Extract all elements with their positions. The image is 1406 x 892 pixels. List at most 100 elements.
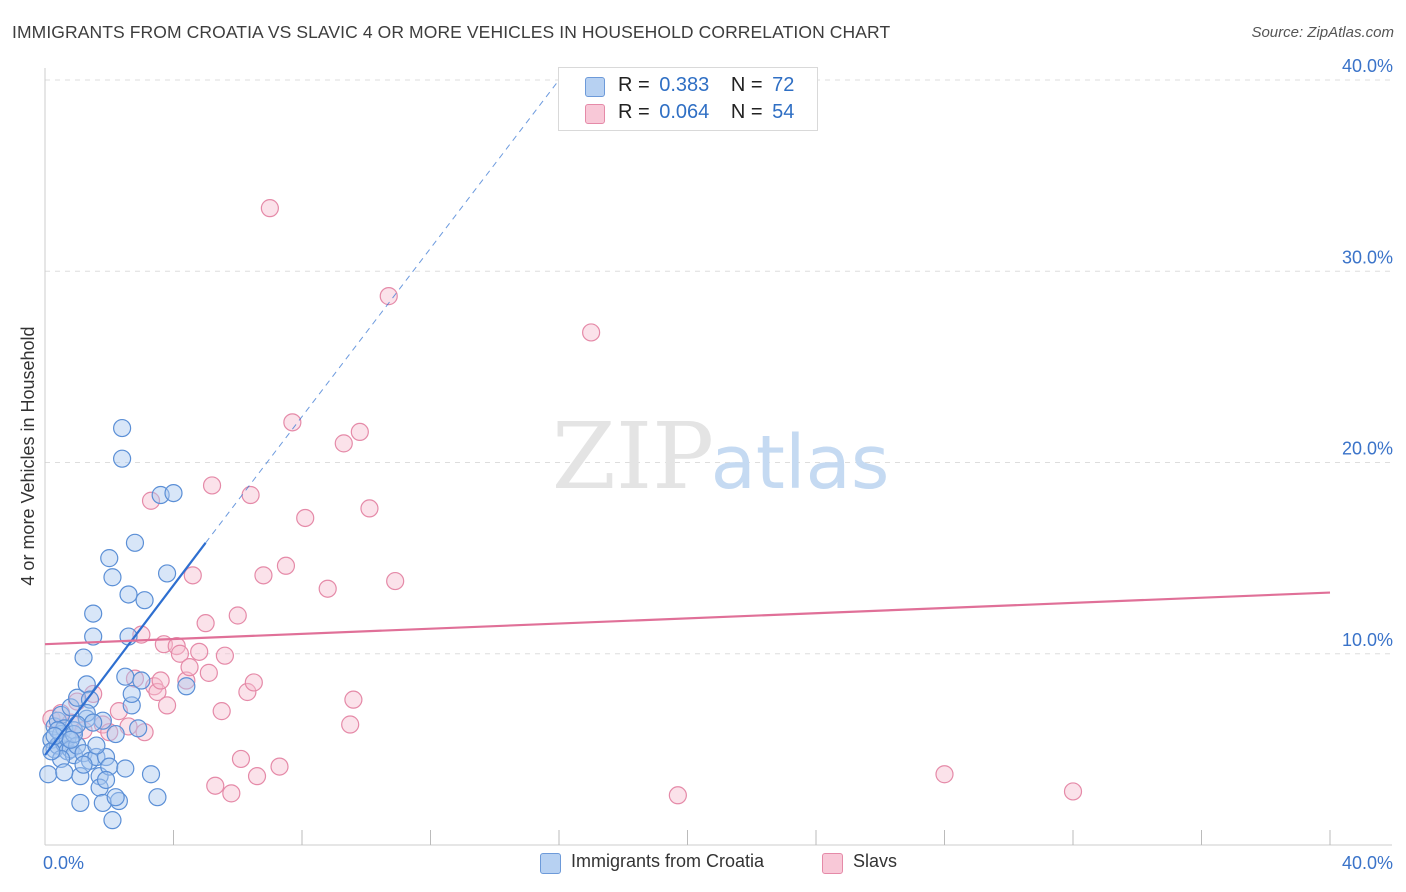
data-point [212,702,231,721]
data-point [135,591,154,610]
data-point [296,508,315,528]
r-label: R = [618,101,650,123]
tick-labels: 10.0% 20.0% 30.0% 40.0% 0.0% 40.0% [43,56,1393,873]
data-point [244,673,263,692]
data-point [177,677,196,696]
data-point [103,568,122,587]
source-credit: Source: ZipAtlas.com [1251,24,1394,41]
data-point [202,476,222,495]
data-point [100,723,119,742]
data-point [71,793,90,813]
data-point [180,658,199,677]
data-point [61,730,80,749]
chart-title: IMMIGRANTS FROM CROATIA VS SLAVIC 4 OR M… [12,22,891,42]
data-point [199,663,218,682]
data-point [177,671,196,690]
data-point [100,549,119,568]
legend-swatch-blue [585,77,605,97]
data-point [64,721,84,740]
data-point [84,713,103,732]
data-point [119,585,138,604]
data-point [241,485,260,505]
n-value: 72 [772,74,795,96]
data-point [45,726,64,746]
legend-swatch-pink [585,104,605,124]
data-point [170,644,190,663]
data-point [42,742,61,761]
data-point [196,614,215,633]
data-point [254,566,273,585]
data-point [106,724,125,744]
data-point [222,784,241,803]
legend-swatch-pink [822,853,843,874]
data-point [129,719,148,738]
data-point [164,484,183,503]
data-point [103,811,122,830]
data-point [379,287,398,306]
trend-lines [44,79,1331,756]
data-point [247,767,267,786]
data-point [125,533,145,552]
data-point [39,765,58,784]
data-point [141,765,161,784]
data-point [51,705,71,725]
data-point [112,418,132,438]
axes [44,68,1392,846]
data-point [668,786,687,805]
y-tick-label: 40.0% [1342,56,1393,76]
data-point [148,788,167,807]
data-point [206,776,225,795]
watermark: ZIP atlas [552,403,890,510]
data-point [61,698,80,717]
data-point [276,556,296,575]
legend-label-croatia: Immigrants from Croatia [571,851,765,871]
data-point [80,690,100,709]
data-point [190,642,209,661]
x-tick-label: 0.0% [43,853,84,873]
trend-extension [205,79,560,544]
trend-line [44,542,207,756]
data-point [360,499,379,518]
data-point [132,671,151,690]
data-point [157,564,177,583]
data-point [350,422,369,441]
data-point [141,491,161,510]
series-croatia-points [39,418,196,830]
data-point [122,684,141,704]
data-point [87,736,106,755]
data-point [582,323,601,342]
y-tick-label: 30.0% [1342,247,1393,267]
data-point [341,715,360,734]
n-label: N = [730,101,763,123]
n-label: N = [730,74,763,96]
data-point [231,749,251,769]
data-point [68,715,87,734]
data-point [116,759,135,778]
series-slavs-points [42,199,1083,805]
data-point [55,763,74,782]
data-point [157,696,177,715]
watermark-atlas: atlas [711,420,890,506]
data-point [344,690,363,709]
correlation-legend: R = 0.383 N = 72 R = 0.064 N = 54 [558,67,818,131]
x-tick-label: 40.0% [1342,853,1393,873]
data-point [318,579,337,598]
data-point [116,667,135,686]
watermark-zip: ZIP [552,403,714,510]
data-point [96,770,116,790]
data-point [386,571,405,591]
data-point [151,671,170,690]
data-point [84,604,103,623]
legend-label-slavs: Slavs [853,851,898,871]
data-point [74,755,93,774]
r-value: 0.064 [659,101,710,123]
data-point [100,757,119,776]
data-point [228,606,247,625]
trend-line [44,591,1331,646]
data-point [1063,782,1083,801]
data-point [935,765,954,784]
data-point [183,566,202,585]
data-point [74,648,93,667]
data-point [148,682,167,702]
y-axis-label: 4 or more Vehicles in Household [18,326,38,585]
